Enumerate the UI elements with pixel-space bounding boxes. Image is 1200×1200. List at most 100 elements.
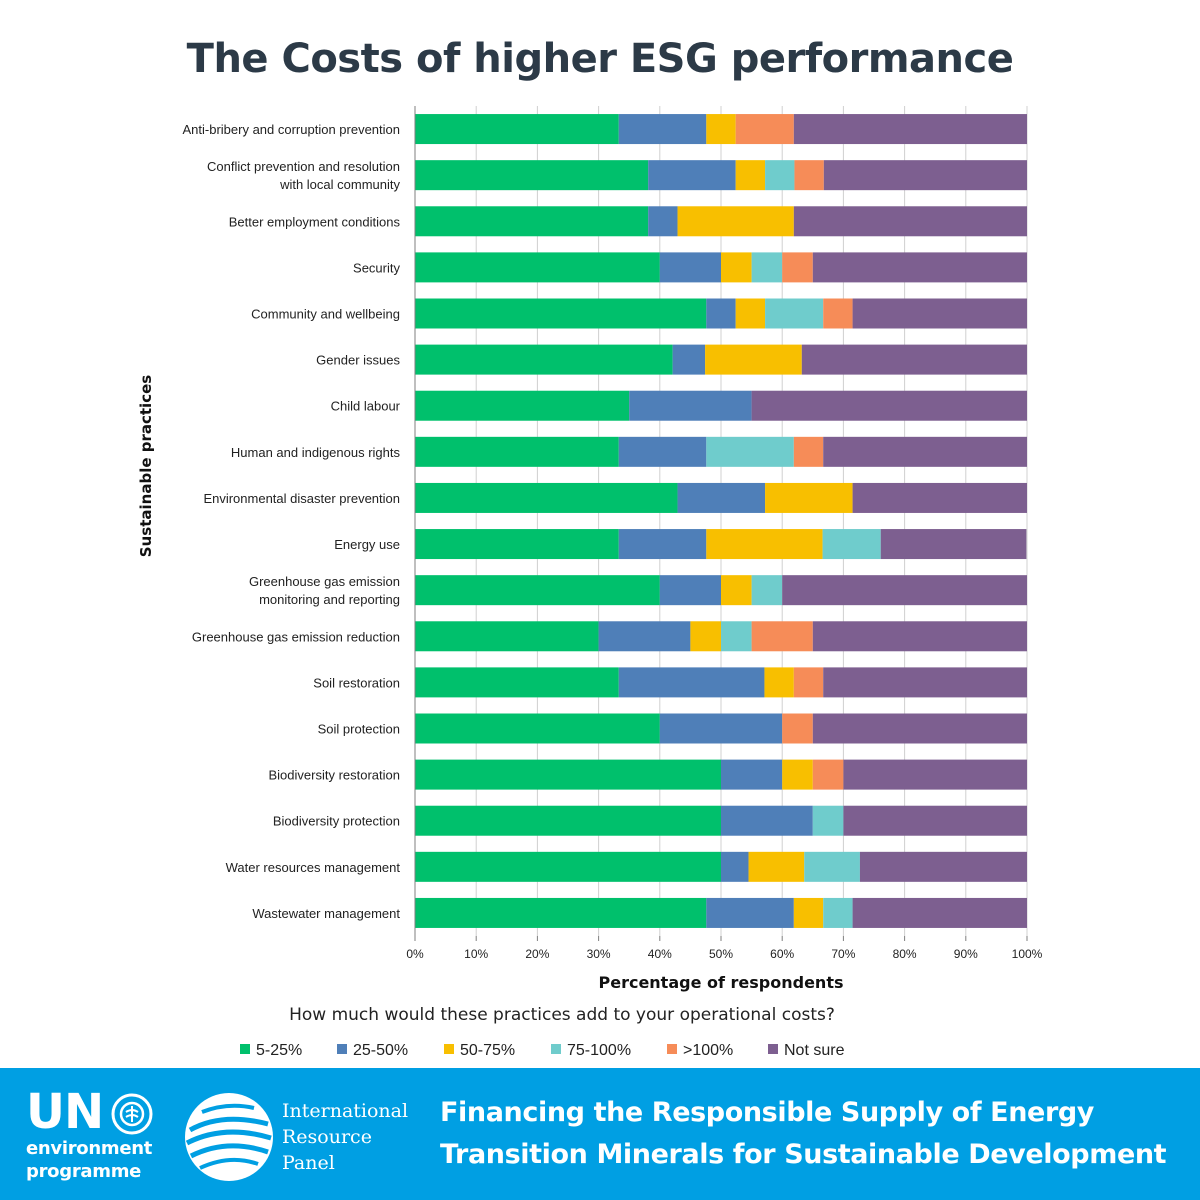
category-label: Conflict prevention and resolution with l… <box>207 159 400 192</box>
bar-segment <box>812 713 1027 744</box>
legend-label: 25-50% <box>353 1042 408 1059</box>
legend-swatch <box>768 1044 778 1054</box>
legend-label: 5-25% <box>256 1042 302 1059</box>
report-title-line1: Financing the Responsible Supply of Ener… <box>440 1097 1094 1128</box>
bar-segment <box>415 114 619 145</box>
bar-segment <box>415 390 630 421</box>
bar-segment <box>705 344 802 375</box>
bar-segment <box>618 529 707 560</box>
irp-line1: International <box>282 1100 409 1122</box>
bar-segment <box>751 621 813 652</box>
report-title-line2: Transition Minerals for Sustainable Deve… <box>440 1139 1167 1170</box>
category-label: Water resources management <box>226 860 401 875</box>
gridlines <box>414 106 1028 941</box>
legend-label: >100% <box>683 1042 733 1059</box>
un-logo-line1: environment <box>26 1138 153 1159</box>
bar-segment <box>677 482 766 513</box>
bar-segment <box>648 160 736 191</box>
bar-segment <box>706 114 736 145</box>
category-label: Community and wellbeing <box>251 307 400 322</box>
category-label: Soil protection <box>318 722 400 737</box>
bar-segment <box>721 621 752 652</box>
bar-segment <box>794 160 824 191</box>
bar-segment <box>598 621 691 652</box>
bar-segment <box>706 529 823 560</box>
bar-segment <box>823 667 1027 698</box>
category-label: Security <box>353 260 400 275</box>
bar-segment <box>415 298 707 329</box>
x-tick-label: 30% <box>587 947 611 961</box>
bar-segment <box>415 344 673 375</box>
bar-segment <box>843 805 1027 836</box>
un-logo-text: UN <box>26 1084 104 1140</box>
page-title: The Costs of higher ESG performance <box>186 36 1014 82</box>
bar-segment <box>765 482 853 513</box>
bar-segment <box>782 252 813 283</box>
bar-segment <box>793 436 824 467</box>
y-axis-label: Sustainable practices <box>137 375 155 557</box>
bar-segment <box>735 160 766 191</box>
bar-segment <box>721 252 752 283</box>
un-environment-logo: UN environment programme <box>26 1088 166 1188</box>
bar-segment <box>801 344 1027 375</box>
x-tick-label: 60% <box>770 947 794 961</box>
legend-swatch <box>667 1044 677 1054</box>
bar-segment <box>793 206 1027 237</box>
bar-segment <box>765 298 824 329</box>
bar-segment <box>415 667 619 698</box>
bars <box>415 114 1027 928</box>
bar-segment <box>880 529 1027 560</box>
category-label: Greenhouse gas emission reduction <box>192 629 400 644</box>
bar-segment <box>706 897 794 928</box>
bar-segment <box>782 759 813 790</box>
bar-segment <box>618 436 707 467</box>
bar-segment <box>804 851 860 882</box>
bar-segment <box>735 114 794 145</box>
bar-segment <box>852 897 1027 928</box>
legend-swatch <box>551 1044 561 1054</box>
bar-segment <box>415 897 707 928</box>
bar-segment <box>782 713 813 744</box>
bar-segment <box>764 667 794 698</box>
category-label: Biodiversity restoration <box>269 768 401 783</box>
x-tick-label: 100% <box>1012 947 1043 961</box>
bar-segment <box>618 667 765 698</box>
bar-segment <box>735 298 766 329</box>
bar-segment <box>415 759 721 790</box>
x-tick-label: 40% <box>648 947 672 961</box>
bar-segment <box>659 575 721 606</box>
bar-segment <box>415 436 619 467</box>
bar-segment <box>721 575 752 606</box>
irp-logo: International Resource Panel <box>182 1084 422 1188</box>
bar-segment <box>415 529 619 560</box>
footer-banner: UN environment programme International R… <box>0 1068 1200 1200</box>
category-label: Gender issues <box>316 353 400 368</box>
un-emblem-icon <box>111 1093 153 1135</box>
bar-segment <box>629 390 752 421</box>
bar-segment <box>823 897 853 928</box>
bar-segment <box>751 252 783 283</box>
category-label: Environmental disaster prevention <box>203 491 400 506</box>
category-labels: Anti-bribery and corruption prevention Co… <box>182 122 400 921</box>
category-label: Energy use <box>334 537 400 552</box>
bar-segment <box>852 482 1027 513</box>
category-label: Child labour <box>331 399 401 414</box>
legend: 5-25% 25-50% 50-75% 75-100% >100% Not sure <box>240 1042 845 1059</box>
x-tick-label: 20% <box>525 947 549 961</box>
legend-swatch <box>337 1044 347 1054</box>
stacked-bar-chart: Anti-bribery and corruption prevention Co… <box>137 106 1043 1059</box>
bar-segment <box>415 621 599 652</box>
bar-segment <box>415 851 721 882</box>
bar-segment <box>415 713 660 744</box>
irp-logo-text: International Resource Panel <box>282 1098 408 1176</box>
legend-swatch <box>240 1044 250 1054</box>
legend-label: Not sure <box>784 1042 845 1059</box>
bar-segment <box>690 621 721 652</box>
bar-segment <box>415 206 649 237</box>
category-label: Soil restoration <box>313 675 400 690</box>
bar-segment <box>751 390 1027 421</box>
bar-segment <box>618 114 707 145</box>
bar-segment <box>823 298 853 329</box>
bar-segment <box>812 621 1027 652</box>
bar-segment <box>823 436 1027 467</box>
